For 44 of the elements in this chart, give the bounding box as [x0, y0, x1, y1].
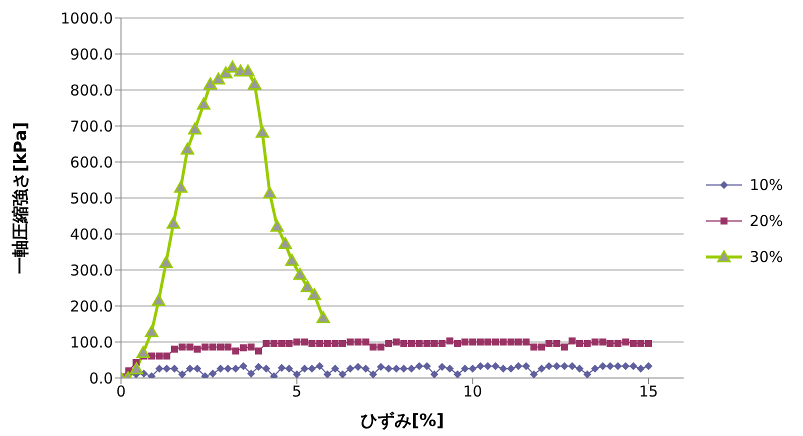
y-tick-label: 0.0 [89, 369, 113, 388]
point [130, 362, 144, 374]
legend-label: 10% [750, 176, 783, 194]
legend-label: 20% [750, 212, 783, 230]
legend-label: 30% [750, 248, 783, 266]
y-tick-label: 300.0 [70, 261, 113, 280]
point [136, 346, 150, 358]
point [256, 126, 270, 138]
point [263, 186, 276, 199]
point [159, 256, 173, 268]
y-tick-label: 200.0 [70, 297, 113, 316]
point [278, 236, 292, 249]
point [248, 77, 262, 90]
x-tick-label: 15 [638, 382, 658, 401]
x-tick-label: 10 [463, 382, 482, 401]
point [293, 268, 307, 280]
point [144, 325, 158, 338]
point [174, 180, 188, 193]
y-tick-label: 700.0 [70, 117, 113, 136]
x-tick-label: 0 [116, 382, 126, 401]
y-tick-label: 900.0 [70, 45, 113, 64]
point [285, 254, 299, 266]
y-axis-title: 一軸圧縮強さ[kPa] [11, 122, 32, 274]
point [180, 142, 194, 155]
point [188, 122, 202, 134]
point [270, 220, 284, 232]
y-tick-label: 100.0 [70, 333, 113, 352]
x-axis-title: ひずみ[%] [360, 411, 444, 431]
point [204, 77, 218, 90]
point [316, 311, 330, 324]
point [241, 64, 255, 77]
point [308, 288, 322, 300]
y-tick-label: 800.0 [70, 81, 113, 100]
point [226, 60, 240, 73]
point [212, 72, 226, 84]
point [166, 216, 180, 229]
point [300, 280, 314, 292]
point [152, 294, 166, 306]
point [196, 98, 210, 110]
x-tick-label: 5 [292, 382, 302, 401]
y-tick-label: 500.0 [70, 189, 113, 208]
y-tick-label: 400.0 [70, 225, 113, 244]
y-tick-label: 600.0 [70, 153, 113, 172]
y-tick-label: 1000.0 [60, 9, 113, 28]
